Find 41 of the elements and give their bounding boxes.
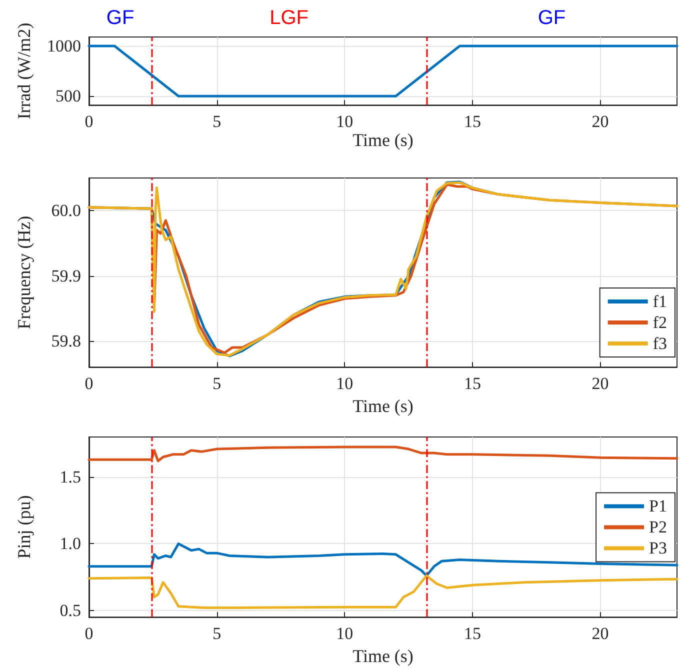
x-tick-label: 0 <box>84 374 94 394</box>
legend-label: f3 <box>652 334 668 353</box>
y-tick-label: 0.5 <box>60 600 81 620</box>
y-tick-label: 59.8 <box>51 332 81 351</box>
x-tick-label: 5 <box>212 624 222 644</box>
x-tick-label: 5 <box>212 112 222 132</box>
x-tick-label: 10 <box>336 374 354 394</box>
y-tick-label: 500 <box>56 86 81 106</box>
line-series <box>88 574 678 610</box>
x-axis-title: Time (s) <box>352 646 414 666</box>
legend-label: P1 <box>649 496 668 516</box>
x-tick-label: 15 <box>464 112 481 132</box>
x-tick-label: 5 <box>212 374 222 394</box>
y-tick-label: 59.9 <box>51 266 81 286</box>
legend-label: f1 <box>652 292 668 311</box>
x-tick-label: 20 <box>592 112 609 132</box>
text: GF <box>106 7 134 29</box>
text: GF <box>538 7 566 29</box>
line-series <box>88 446 678 462</box>
x-tick-label: 15 <box>464 624 481 644</box>
y-tick-label: 60.0 <box>51 201 81 220</box>
y-tick-label: 1.0 <box>60 534 81 554</box>
x-tick-label: 20 <box>592 374 609 394</box>
y-axis-title: Pinj (pu) <box>14 495 34 559</box>
x-tick-label: 20 <box>592 624 609 644</box>
x-axis-title: Time (s) <box>352 396 414 416</box>
legend-label: f2 <box>652 313 668 332</box>
y-axis-title: Irrad (W/m2) <box>14 22 34 120</box>
y-tick-label: 1.5 <box>60 468 81 487</box>
x-tick-label: 15 <box>464 374 481 394</box>
line-series <box>88 542 678 577</box>
y-tick-label: 1000 <box>47 36 81 56</box>
x-tick-label: 0 <box>84 112 94 132</box>
x-tick-label: 0 <box>84 624 94 644</box>
legend-label: P3 <box>649 538 668 558</box>
x-axis-title: Time (s) <box>352 130 414 150</box>
x-tick-label: 10 <box>336 624 354 644</box>
x-tick-label: 10 <box>336 112 354 132</box>
legend-label: P2 <box>649 518 668 537</box>
y-axis-title: Frequency (Hz) <box>14 216 34 330</box>
text: LGF <box>270 7 308 29</box>
